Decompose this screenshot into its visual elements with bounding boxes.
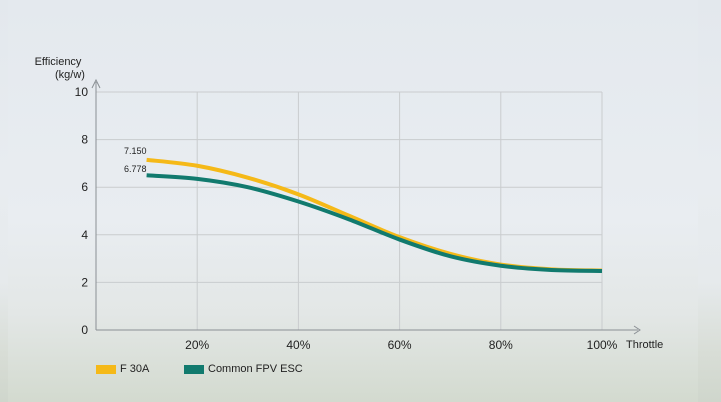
y-tick-label-2: 2 [81,275,88,289]
legend-swatch-common-fpv-esc [184,364,204,374]
y-axis-arrow [91,78,101,89]
x-tick-label-80: 80% [489,338,513,352]
y-tick-label-8: 8 [81,133,88,147]
series-line-common-fpv-esc [146,173,603,273]
y-tick-label-6: 6 [81,180,88,194]
x-tick-label-60: 60% [388,338,412,352]
x-axis-arrow [633,325,641,335]
y-tick-label-0: 0 [81,323,88,337]
tick-labels: 0 2 4 6 8 10 20% 40% 60% 80% 100% [75,85,618,352]
legend-item-common-fpv-esc: Common FPV ESC [184,362,303,376]
chart-panel [8,0,698,402]
series-line-f-30a [146,157,603,273]
grid [96,91,603,330]
legend-label-f30a: F 30A [120,363,150,375]
y-axis-label-line2: (kg/w) [55,69,85,81]
legend-item-f30a: F 30A [96,362,149,376]
axes [91,78,641,335]
y-tick-label-10: 10 [75,85,89,99]
y-tick-label-4: 4 [81,228,88,242]
x-tick-label-40: 40% [286,338,310,352]
x-axis-label: Throttle [626,339,663,351]
legend-label-common-fpv-esc: Common FPV ESC [208,363,303,375]
x-tick-label-20: 20% [185,338,209,352]
annotation-f30a-start: 7.150 [124,146,147,156]
x-tick-label-100: 100% [587,338,618,352]
series-lines [146,157,603,273]
y-axis-label-line1: Efficiency [35,56,82,68]
legend-swatch-f30a [96,364,116,374]
annotation-common-start: 6.778 [124,164,147,174]
